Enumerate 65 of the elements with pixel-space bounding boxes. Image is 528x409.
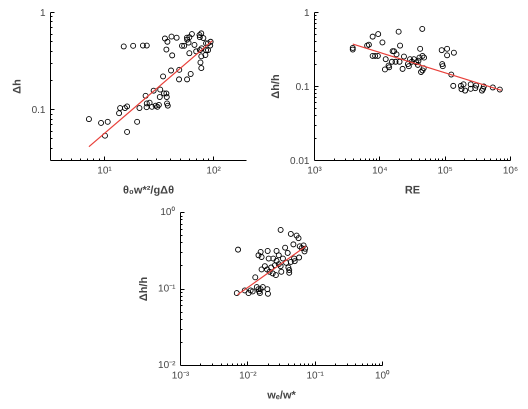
point	[268, 264, 274, 270]
point	[276, 252, 282, 258]
point	[278, 263, 284, 270]
point	[276, 261, 282, 268]
point	[283, 260, 290, 266]
x-tick-label: 10²	[206, 166, 222, 176]
x-tick-label: 10⁰	[374, 370, 390, 382]
y-axis-title: Δh/h	[270, 74, 282, 99]
point	[296, 254, 302, 260]
x-tick-label: 10⁴	[372, 166, 388, 176]
point	[270, 256, 276, 262]
y-tick-label: 0.01	[290, 156, 310, 167]
x-tick-label: 10⁻¹	[306, 370, 325, 382]
point	[266, 268, 272, 275]
x-tick-label: 10⁻³	[172, 370, 190, 382]
point	[266, 256, 272, 262]
point	[258, 266, 265, 272]
x-tick-label: 10³	[307, 166, 322, 176]
point	[250, 288, 256, 294]
x-tick-label: 10¹	[97, 166, 112, 176]
point	[256, 252, 262, 258]
y-tick-label: 1	[40, 8, 46, 19]
point	[270, 270, 276, 276]
point	[264, 286, 270, 292]
y-tick-label: 10⁰	[160, 206, 176, 218]
y-axis-title: Δh/h	[138, 276, 150, 302]
y-tick-label: 0.1	[296, 82, 310, 93]
x-axis-title: RE	[404, 184, 420, 196]
y-tick-label: 1	[304, 8, 310, 19]
y-tick-label: 10⁻²	[158, 360, 176, 371]
point	[290, 241, 296, 248]
point	[292, 258, 298, 264]
point	[302, 246, 308, 252]
y-tick-label: 0.1	[32, 105, 46, 116]
point	[296, 235, 302, 242]
point	[258, 249, 264, 255]
y-tick-label: 10⁻¹	[158, 284, 176, 294]
point	[258, 254, 265, 260]
x-tick-label: 10⁻²	[239, 370, 258, 382]
y-axis-title: Δh	[12, 78, 24, 94]
point	[272, 262, 278, 268]
point	[282, 244, 288, 251]
point	[284, 250, 291, 256]
point	[288, 258, 294, 265]
x-axis-title: θ₀w*²/gΔθ	[122, 184, 174, 196]
point	[278, 226, 284, 233]
point	[262, 263, 268, 270]
point	[298, 245, 305, 251]
x-tick-label: 10⁵	[438, 166, 453, 176]
x-axis-title: wₑ/w*	[266, 390, 297, 402]
point	[285, 264, 292, 270]
point	[246, 290, 252, 296]
point	[265, 290, 271, 297]
point	[286, 270, 292, 276]
point	[272, 272, 279, 278]
point	[274, 248, 280, 254]
x-tick-label: 10⁶	[502, 166, 518, 176]
point	[291, 256, 298, 262]
point	[248, 288, 254, 294]
point	[294, 232, 300, 238]
point	[274, 258, 280, 264]
point	[280, 256, 286, 262]
point	[296, 243, 303, 250]
point	[260, 284, 266, 290]
point	[286, 267, 292, 273]
